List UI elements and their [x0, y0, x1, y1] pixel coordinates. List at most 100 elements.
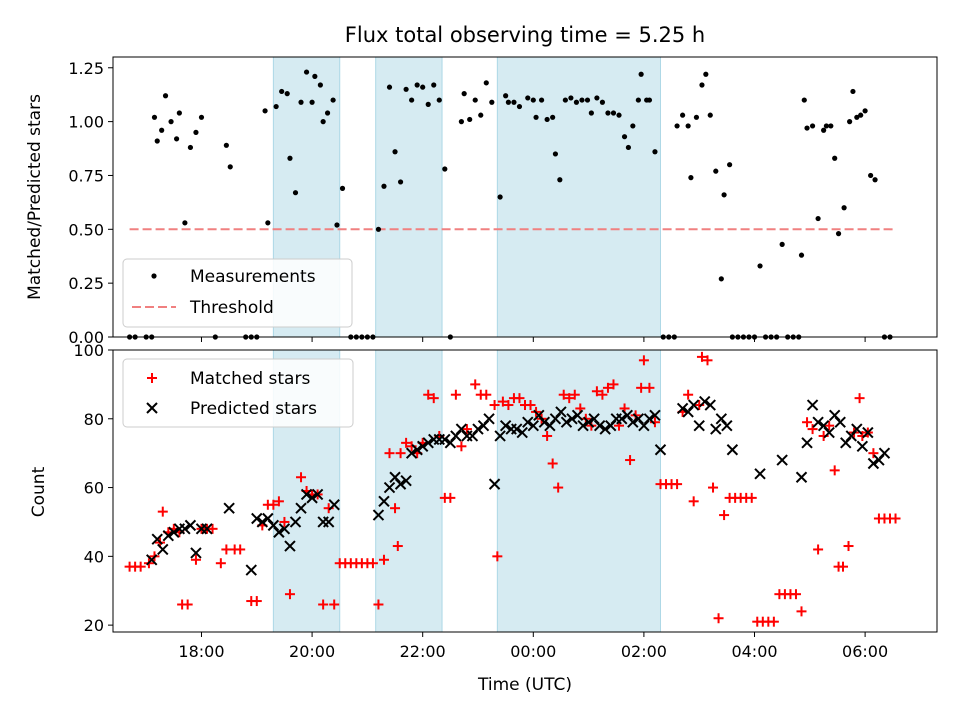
- matched-point: [456, 441, 467, 452]
- predicted-point: [516, 426, 528, 439]
- measurement-point: [287, 155, 293, 161]
- predicted-point: [806, 399, 819, 411]
- predicted-point: [510, 423, 523, 435]
- predicted-point: [416, 440, 429, 452]
- measurement-point: [525, 95, 531, 101]
- measurement-point: [309, 99, 315, 105]
- predicted-point: [184, 519, 197, 532]
- measurement-point: [798, 252, 805, 258]
- predicted-point: [179, 523, 191, 535]
- ratio-plot-area: [126, 69, 896, 340]
- matched-point: [569, 389, 580, 400]
- matched-point: [284, 589, 295, 600]
- y-tick-label: 60: [84, 479, 104, 498]
- measurement-point: [442, 166, 448, 172]
- matched-point: [378, 554, 389, 565]
- matched-point: [450, 389, 461, 400]
- predicted-point: [676, 402, 689, 415]
- measurement-point: [458, 119, 465, 125]
- measurement-point: [821, 127, 827, 133]
- predicted-point: [726, 444, 739, 456]
- matched-point: [547, 458, 558, 469]
- x-tick-label: 00:00: [510, 642, 556, 661]
- measurement-point: [804, 125, 810, 131]
- ratio-legend: Measurements Threshold: [122, 258, 353, 328]
- measurement-point: [159, 127, 165, 133]
- measurement-point: [505, 99, 512, 105]
- predicted-point: [851, 423, 863, 435]
- measurement-point: [151, 114, 158, 120]
- measurement-point: [173, 136, 180, 142]
- measurement-point: [858, 112, 864, 118]
- measurement-point: [674, 123, 680, 129]
- predicted-point: [300, 488, 313, 501]
- matched-point: [796, 606, 807, 617]
- matched-point: [445, 492, 456, 503]
- matched-point: [802, 417, 813, 428]
- measurement-point: [823, 123, 829, 129]
- predicted-point: [693, 419, 705, 432]
- measurement-point: [562, 97, 568, 103]
- matched-point: [182, 599, 193, 610]
- measurement-point: [182, 220, 188, 226]
- legend-label-predicted: Predicted stars: [190, 399, 317, 419]
- observing-interval-3: [496, 349, 661, 633]
- measurement-point: [588, 110, 594, 116]
- measurement-point: [544, 116, 550, 123]
- measurement-point: [375, 226, 382, 232]
- measurement-point: [223, 142, 229, 148]
- predicted-point: [522, 416, 534, 428]
- matched-point: [190, 554, 201, 565]
- predicted-point: [776, 454, 788, 466]
- predicted-point: [322, 516, 335, 528]
- measurement-point: [699, 82, 705, 88]
- matched-point: [683, 389, 694, 400]
- matched-point: [608, 379, 619, 390]
- matched-point: [207, 523, 218, 534]
- measurement-point: [573, 99, 580, 105]
- measurement-point: [872, 177, 878, 183]
- measurement-point: [707, 112, 713, 118]
- predicted-point: [834, 416, 846, 428]
- predicted-point: [566, 413, 578, 425]
- count-axes-frame: [112, 349, 938, 633]
- measurement-point: [467, 116, 473, 123]
- measurement-point: [621, 134, 628, 140]
- measurement-point: [298, 99, 304, 105]
- y-tick-label: 100: [73, 341, 104, 360]
- matched-point: [829, 465, 840, 476]
- ratio-y-axis-label: Matched/Predicted stars: [25, 94, 45, 300]
- y-tick-label: 0.50: [68, 220, 104, 239]
- predicted-point: [439, 433, 451, 446]
- predicted-point: [278, 523, 291, 535]
- measurement-point: [284, 91, 290, 97]
- y-tick-label: 20: [84, 616, 104, 635]
- matched-point: [638, 355, 649, 366]
- legend-measurement-marker: [151, 273, 157, 279]
- measurement-point: [850, 88, 856, 95]
- measurement-point: [168, 119, 174, 125]
- predicted-point: [649, 409, 661, 422]
- matched-point: [390, 503, 401, 514]
- matched-point: [384, 448, 395, 459]
- predicted-point: [146, 554, 158, 566]
- measurement-point: [392, 149, 398, 155]
- predicted-point: [168, 526, 180, 538]
- measurement-point: [472, 97, 478, 103]
- y-tick-label: 1.00: [68, 113, 104, 132]
- predicted-point: [151, 533, 163, 545]
- predicted-point: [856, 440, 869, 452]
- matched-point: [602, 382, 613, 393]
- y-tick-label: 80: [84, 410, 104, 429]
- measurement-point: [478, 112, 484, 118]
- measurement-point: [835, 231, 842, 237]
- matched-point: [423, 389, 434, 400]
- matched-point: [890, 513, 901, 524]
- predicted-point: [251, 512, 263, 525]
- matched-point: [644, 382, 655, 393]
- matched-point: [813, 544, 824, 555]
- measurement-point: [721, 192, 727, 198]
- count-plot-area: [124, 351, 901, 627]
- measurement-point: [312, 73, 318, 79]
- measurement-point: [646, 97, 653, 103]
